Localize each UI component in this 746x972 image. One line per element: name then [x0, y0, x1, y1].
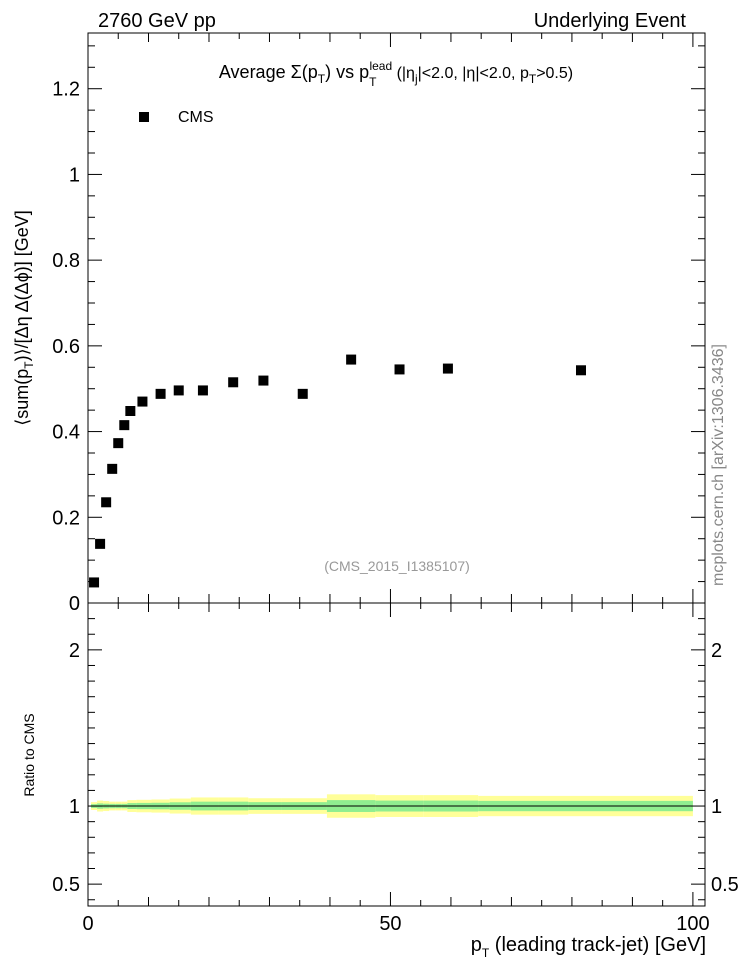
ratio-y-tick-label: 0.5 [52, 874, 80, 896]
x-tick-label: 0 [82, 913, 93, 935]
ratio-y-tick-label: 1 [69, 796, 80, 818]
y-tick-label: 0.8 [52, 250, 80, 272]
legend-marker [139, 112, 149, 122]
data-points [89, 354, 586, 588]
data-point [228, 377, 239, 388]
y-tick-label: 0.4 [52, 422, 80, 444]
legend-label: CMS [178, 109, 214, 126]
y-tick-label: 1 [69, 164, 80, 186]
analysis-label: (CMS_2015_I1385107) [324, 558, 470, 574]
y-tick-label: 0.2 [52, 507, 80, 529]
data-point [119, 420, 130, 431]
data-point [346, 354, 357, 365]
plot-title: Average Σ(pT) vs pTlead (|ηj|<2.0, |η|<2… [219, 59, 573, 89]
data-point [155, 388, 166, 399]
data-point [394, 364, 405, 375]
x-tick-label: 50 [379, 913, 401, 935]
y-tick-label: 0 [69, 593, 80, 615]
y-tick-label: 0.6 [52, 336, 80, 358]
data-point [137, 396, 148, 407]
data-point [575, 365, 586, 376]
ratio-y-tick-label-right: 0.5 [711, 874, 739, 896]
ratio-y-tick-label-right: 1 [711, 796, 722, 818]
data-point [173, 385, 184, 396]
x-axis-label: pT (leading track-jet) [GeV] [471, 934, 706, 960]
data-point [125, 406, 136, 416]
ratio-plot-frame [87, 602, 706, 907]
data-point [107, 463, 118, 474]
data-point [95, 538, 106, 549]
data-point [113, 438, 124, 449]
y-tick-label: 1.2 [52, 79, 80, 101]
data-point [297, 388, 308, 399]
ratio-y-axis-label: Ratio to CMS [21, 713, 37, 796]
watermark: mcplots.cern.ch [arXiv:1306.3436] [710, 344, 727, 586]
x-tick-label: 100 [676, 913, 709, 935]
main-ticks: 0 0.2 0.4 0.6 0.8 1 1.2 [52, 33, 705, 615]
ratio-ticks: 0.5 0.5 1 1 2 2 [52, 603, 739, 906]
data-point [442, 363, 453, 374]
x-tick-labels: 0 50 100 [82, 913, 709, 935]
ratio-y-tick-label-right: 2 [711, 640, 722, 662]
main-plot-area [88, 33, 705, 603]
category-label: Underlying Event [534, 10, 687, 32]
data-point [101, 497, 112, 508]
data-point [89, 577, 100, 588]
data-point [197, 385, 208, 396]
data-point [258, 375, 269, 386]
ratio-y-tick-label: 2 [69, 640, 80, 662]
main-y-axis-label: ⟨sum(pT)⟩/[Δη Δ(Δϕ)] [GeV] [12, 210, 36, 426]
collision-energy-label: 2760 GeV pp [98, 10, 216, 32]
